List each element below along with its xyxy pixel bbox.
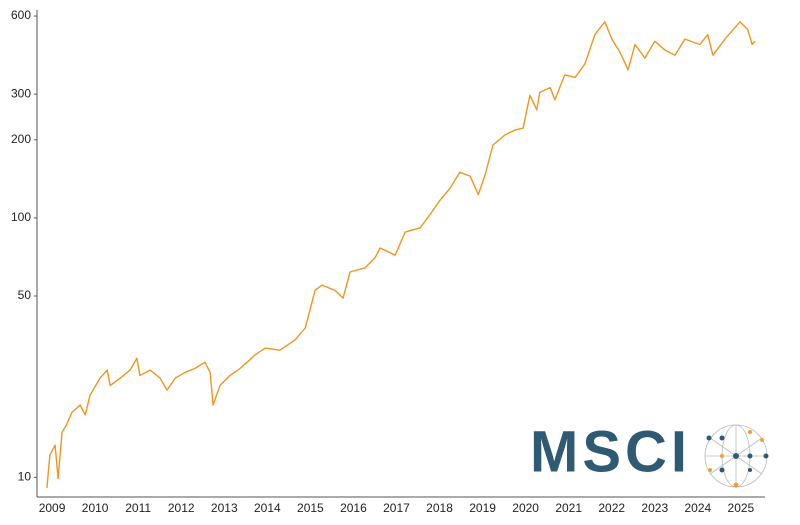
line bbox=[46, 21, 756, 489]
y-tick-label: 200 bbox=[11, 132, 31, 146]
x-tick-label: 2014 bbox=[254, 501, 281, 515]
y-tick-label: 50 bbox=[18, 288, 32, 302]
logo-globe bbox=[704, 424, 769, 488]
x-tick-label: 2010 bbox=[82, 501, 109, 515]
x-tick-label: 2019 bbox=[469, 501, 496, 515]
x-tick-label: 2016 bbox=[340, 501, 367, 515]
x-tick-label: 2017 bbox=[383, 501, 410, 515]
x-tick-label: 2012 bbox=[168, 501, 195, 515]
y-tick-label: 100 bbox=[11, 210, 31, 224]
x-tick-label: 2009 bbox=[39, 501, 66, 515]
x-tick-label: 2023 bbox=[641, 501, 668, 515]
y-tick-label: 10 bbox=[18, 470, 32, 484]
x-tick-label: 2025 bbox=[728, 501, 755, 515]
x-tick-label: 2015 bbox=[297, 501, 324, 515]
x-tick-label: 2013 bbox=[211, 501, 238, 515]
x-tick-label: 2020 bbox=[512, 501, 539, 515]
logo-text: MSCI bbox=[530, 419, 691, 484]
x-tick-label: 2024 bbox=[684, 501, 711, 515]
x-tick-label: 2022 bbox=[598, 501, 625, 515]
x-tick-label: 2011 bbox=[125, 501, 151, 515]
y-tick-label: 600 bbox=[11, 8, 31, 22]
y-tick-label: 300 bbox=[11, 86, 31, 100]
x-tick-label: 2018 bbox=[426, 501, 453, 515]
x-tick-label: 2021 bbox=[555, 501, 582, 515]
